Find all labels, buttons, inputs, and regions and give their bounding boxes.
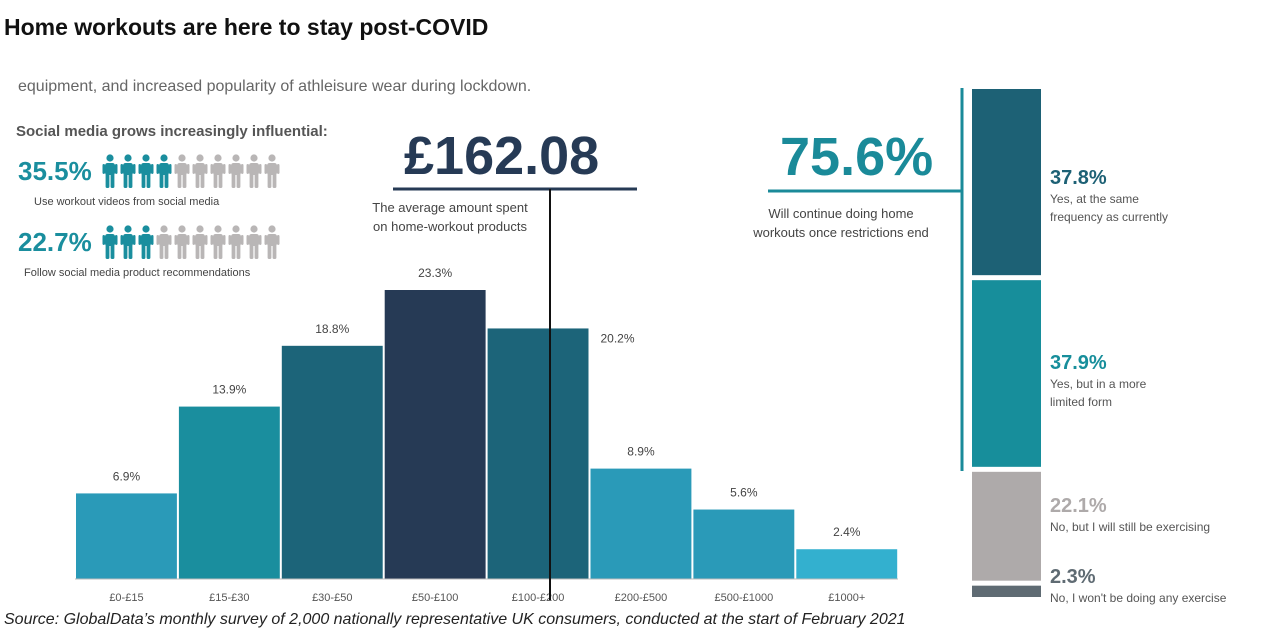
x-tick-label: £15-£30 [209,592,249,604]
average-spend-caption: The average amount spent on home-workout… [350,198,550,236]
source-note: Source: GlobalData’s monthly survey of 2… [4,611,906,628]
stack-label-3: 22.1% No, but I will still be exercising [1050,495,1210,536]
stack-label-1: 37.8% Yes, at the same frequency as curr… [1050,167,1168,226]
person-icon [246,154,262,188]
person-icon [210,154,226,188]
x-tick-label: £1000+ [828,592,865,604]
continue-caption: Will continue doing home workouts once r… [726,204,956,242]
social-heading: Social media grows increasingly influent… [16,123,328,140]
bar-6 [693,509,795,579]
stack-segment-2 [972,280,1041,467]
stack-3-line1: No, but I will still be exercising [1050,520,1211,534]
bar-0 [76,493,177,579]
stack-label-4: 2.3% No, I won't be doing any exercise [1050,566,1226,607]
bar-3 [384,290,486,579]
person-icon [156,225,172,259]
stack-segment-1 [972,89,1041,276]
person-icon [174,154,190,188]
person-icon [102,154,118,188]
stack-segment-4 [972,585,1041,597]
people-pictogram [102,225,280,259]
x-tick-label: £30-£50 [312,592,352,604]
x-tick-label: £200-£500 [615,592,668,604]
intro-text: equipment, and increased popularity of a… [18,78,532,95]
bar-2 [281,345,383,579]
bar-value-label: 23.3% [418,266,452,280]
stack-2-line2: limited form [1050,395,1113,409]
stack-2-line1: Yes, but in a more [1050,377,1147,391]
person-icon [210,225,226,259]
people-pictogram [102,154,280,188]
person-icon [228,225,244,259]
social-stat-1: 35.5% [18,154,280,188]
stack-4-line1: No, I won't be doing any exercise [1050,591,1227,605]
stack-1-line1: Yes, at the same [1050,192,1139,206]
person-icon [138,154,154,188]
continue-value: 75.6% [780,127,934,187]
social-stat-2-value: 22.7% [18,226,92,257]
average-spend-caption-line2: on home-workout products [373,219,527,234]
stack-1-value: 37.8% [1050,167,1107,189]
stack-1-line2: frequency as currently [1050,210,1169,224]
bar-5 [590,468,692,579]
bar-7 [796,549,898,579]
stack-label-2: 37.9% Yes, but in a more limited form [1050,352,1146,411]
person-icon [120,225,136,259]
person-icon [192,225,208,259]
stack-4-value: 2.3% [1050,566,1096,588]
stack-segment-3 [972,471,1041,581]
page-title: Home workouts are here to stay post-COVI… [4,14,489,40]
x-tick-label: £50-£100 [412,592,459,604]
social-stat-1-caption: Use workout videos from social media [34,196,220,208]
bar-value-label: 20.2% [600,331,634,345]
x-tick-label: £100-£200 [512,592,565,604]
bar-value-label: 18.8% [315,322,349,336]
average-spend-caption-line1: The average amount spent [372,200,528,215]
continue-caption-line2: workouts once restrictions end [753,225,929,240]
social-stat-1-value: 35.5% [18,155,92,186]
person-icon [120,154,136,188]
stack-2-value: 37.9% [1050,352,1107,374]
bar-value-label: 13.9% [212,383,246,397]
x-tick-label: £0-£15 [109,592,143,604]
average-spend-value: £162.08 [404,126,600,186]
person-icon [192,154,208,188]
bar-value-label: 8.9% [627,445,655,459]
person-icon [138,225,154,259]
bar-value-label: 5.6% [730,486,758,500]
bar-value-label: 2.4% [833,525,861,539]
social-stat-2-caption: Follow social media product recommendati… [24,267,251,279]
x-tick-label: £500-£1000 [714,592,773,604]
social-stat-2: 22.7% [18,225,280,259]
bar-1 [178,406,280,579]
continue-caption-line1: Will continue doing home [768,206,914,221]
person-icon [102,225,118,259]
bar-value-label: 6.9% [113,469,141,483]
person-icon [264,225,280,259]
person-icon [264,154,280,188]
person-icon [156,154,172,188]
stack-3-value: 22.1% [1050,495,1107,517]
person-icon [174,225,190,259]
person-icon [246,225,262,259]
bar-4 [487,328,589,579]
person-icon [228,154,244,188]
